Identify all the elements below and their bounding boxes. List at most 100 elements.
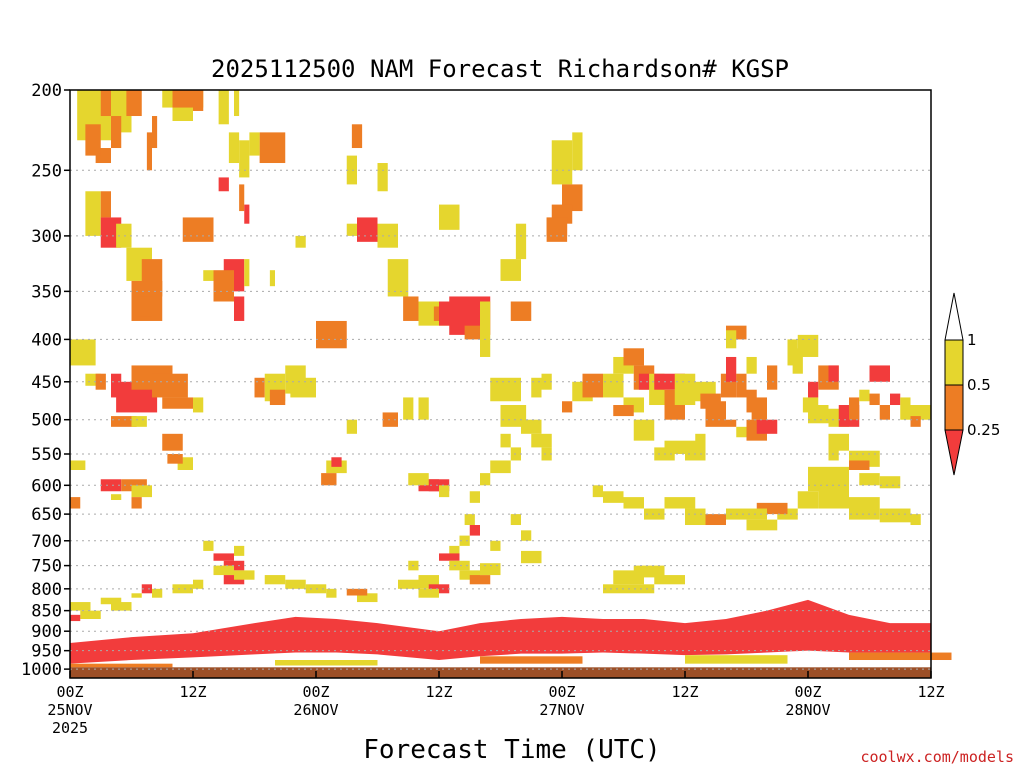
ri-cell bbox=[172, 90, 204, 111]
x-tick-label: 27NOV bbox=[539, 701, 584, 719]
ri-cell bbox=[146, 132, 152, 171]
ri-cell bbox=[664, 497, 696, 509]
ri-cell bbox=[869, 393, 880, 406]
ri-cell bbox=[167, 453, 183, 464]
ri-cell bbox=[172, 584, 193, 594]
ri-cell bbox=[131, 593, 142, 598]
ri-cell bbox=[469, 525, 480, 536]
ri-cell bbox=[239, 184, 245, 212]
ri-cell bbox=[152, 588, 163, 598]
ri-cell bbox=[131, 416, 147, 427]
ri-cell bbox=[162, 433, 183, 451]
ri-cell bbox=[562, 184, 583, 212]
y-tick-label-450: 450 bbox=[31, 373, 62, 393]
ri-cell bbox=[654, 575, 685, 585]
ri-cell bbox=[787, 339, 798, 366]
ri-cell bbox=[234, 570, 255, 580]
y-tick-label-200: 200 bbox=[31, 81, 62, 101]
ri-cell bbox=[136, 296, 152, 317]
ri-cell bbox=[603, 373, 624, 398]
ri-cell bbox=[685, 508, 706, 526]
credit-text: coolwx.com/models bbox=[860, 748, 1014, 766]
ri-cell bbox=[531, 377, 542, 398]
ri-cell bbox=[449, 545, 460, 556]
ri-cell bbox=[910, 405, 931, 420]
ri-cell bbox=[910, 514, 921, 526]
ri-cell bbox=[203, 270, 214, 281]
y-tick-label-600: 600 bbox=[31, 476, 62, 496]
ri-cell bbox=[500, 433, 511, 448]
ri-cell bbox=[100, 191, 111, 218]
ri-cell bbox=[551, 140, 573, 185]
ri-cell bbox=[521, 419, 542, 434]
ri-cell bbox=[726, 508, 767, 520]
ri-cell bbox=[572, 132, 583, 171]
ri-cell bbox=[244, 259, 250, 287]
ri-cell bbox=[398, 579, 419, 589]
ri-cell bbox=[377, 223, 398, 248]
ri-cell bbox=[187, 223, 209, 236]
ri-cell bbox=[70, 497, 81, 509]
ri-cell bbox=[259, 132, 286, 164]
ri-cell bbox=[316, 320, 347, 349]
ri-cell bbox=[459, 535, 470, 546]
ri-cell bbox=[510, 514, 521, 526]
x-tick-label: 00Z bbox=[302, 683, 329, 701]
ri-cell bbox=[193, 579, 204, 589]
ri-cell bbox=[295, 235, 306, 248]
ri-cell bbox=[357, 217, 378, 242]
ri-cell bbox=[203, 540, 214, 551]
ri-cell bbox=[736, 373, 747, 398]
y-tick-label-400: 400 bbox=[31, 330, 62, 350]
ri-cell bbox=[500, 405, 527, 427]
ri-cell bbox=[141, 584, 152, 594]
legend-label: 1 bbox=[967, 331, 977, 349]
ri-cell bbox=[249, 132, 260, 156]
y-tick-label-900: 900 bbox=[31, 622, 62, 642]
ri-cell bbox=[121, 479, 147, 492]
surface-turbulence-band bbox=[70, 599, 931, 664]
ri-cell bbox=[382, 412, 398, 427]
x-axis-label: Forecast Time (UTC) bbox=[363, 735, 660, 765]
ri-cell bbox=[726, 419, 737, 427]
ri-cell bbox=[828, 365, 839, 382]
ri-cell bbox=[403, 296, 419, 321]
ri-cell bbox=[428, 584, 450, 594]
ri-cell bbox=[859, 389, 870, 402]
ri-cell bbox=[70, 614, 81, 622]
ri-cell bbox=[70, 460, 86, 470]
ri-cell bbox=[264, 575, 286, 585]
ri-cell bbox=[269, 389, 286, 406]
ri-cell bbox=[664, 440, 685, 454]
ri-cell bbox=[403, 397, 414, 420]
ri-cell bbox=[126, 90, 142, 117]
ri-cell bbox=[828, 433, 849, 451]
ri-cell bbox=[797, 491, 819, 509]
ri-cell bbox=[756, 419, 778, 434]
ri-cell bbox=[623, 497, 644, 509]
ri-cell bbox=[464, 325, 480, 340]
ri-cell bbox=[541, 373, 552, 390]
ri-cell bbox=[490, 540, 501, 551]
ri-cell bbox=[152, 373, 188, 398]
ri-cell bbox=[726, 356, 737, 382]
ri-cell bbox=[346, 588, 368, 596]
ri-cell bbox=[797, 334, 819, 357]
band-fringe bbox=[685, 655, 788, 664]
legend-swatch-mid-low bbox=[944, 384, 964, 431]
ri-cell bbox=[859, 473, 880, 486]
ri-cell bbox=[162, 397, 193, 409]
ri-cell bbox=[331, 457, 342, 467]
y-tick-label-300: 300 bbox=[31, 227, 62, 247]
ri-cell bbox=[879, 508, 911, 523]
ri-cell bbox=[849, 397, 860, 420]
ri-cell bbox=[746, 356, 757, 374]
y-tick-label-850: 850 bbox=[31, 602, 62, 622]
ri-cell bbox=[490, 377, 521, 402]
x-tick-label: 26NOV bbox=[293, 701, 338, 719]
ri-cell bbox=[387, 259, 409, 297]
ri-cell bbox=[346, 223, 357, 236]
plot-area bbox=[70, 90, 952, 678]
ri-cell bbox=[439, 553, 460, 561]
x-tick-label: 00Z bbox=[548, 683, 575, 701]
